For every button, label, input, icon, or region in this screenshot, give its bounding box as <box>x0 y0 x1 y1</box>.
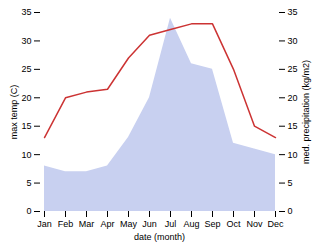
svg-text:15: 15 <box>288 121 298 131</box>
svg-text:May: May <box>120 219 138 229</box>
svg-text:max temp (C): max temp (C) <box>9 85 19 140</box>
svg-text:Oct: Oct <box>226 219 241 229</box>
svg-text:15: 15 <box>21 121 31 131</box>
svg-text:10: 10 <box>21 150 31 160</box>
svg-text:30: 30 <box>21 36 31 46</box>
svg-text:25: 25 <box>21 64 31 74</box>
svg-text:35: 35 <box>21 7 31 17</box>
svg-text:Mar: Mar <box>79 219 95 229</box>
svg-text:0: 0 <box>26 206 31 216</box>
svg-text:Jan: Jan <box>37 219 52 229</box>
svg-text:20: 20 <box>288 93 298 103</box>
svg-text:20: 20 <box>21 93 31 103</box>
svg-text:5: 5 <box>288 178 293 188</box>
svg-text:Nov: Nov <box>246 219 263 229</box>
svg-text:Feb: Feb <box>58 219 74 229</box>
svg-text:date (month): date (month) <box>134 232 185 242</box>
svg-text:30: 30 <box>288 36 298 46</box>
svg-text:Apr: Apr <box>100 219 114 229</box>
svg-text:10: 10 <box>288 150 298 160</box>
svg-text:Jul: Jul <box>165 219 177 229</box>
svg-text:Jun: Jun <box>142 219 157 229</box>
svg-text:5: 5 <box>26 178 31 188</box>
svg-text:25: 25 <box>288 64 298 74</box>
svg-text:35: 35 <box>288 7 298 17</box>
svg-text:Sep: Sep <box>204 219 220 229</box>
svg-text:Aug: Aug <box>183 219 199 229</box>
svg-text:Dec: Dec <box>267 219 284 229</box>
svg-text:med. precipitation (kg/m2): med. precipitation (kg/m2) <box>301 60 311 164</box>
svg-text:0: 0 <box>288 206 293 216</box>
